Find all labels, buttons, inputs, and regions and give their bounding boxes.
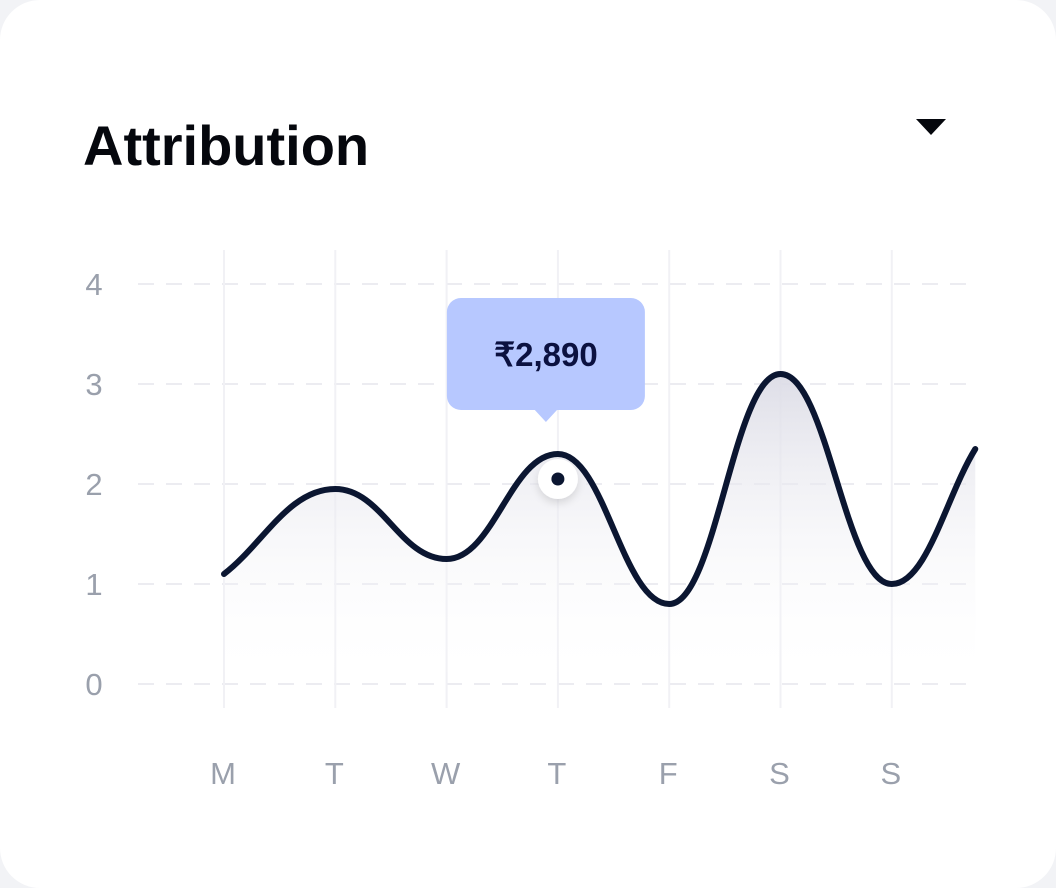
series-area [224, 374, 976, 684]
x-tick-label: T [325, 756, 344, 791]
y-axis-ticks: 0 1 2 3 4 [85, 267, 102, 702]
x-tick-label: W [431, 756, 461, 791]
y-tick-label: 4 [85, 267, 102, 302]
caret-down-icon [916, 119, 946, 135]
tooltip-bubble [446, 298, 645, 410]
dropdown-toggle[interactable] [905, 110, 957, 146]
y-tick-label: 3 [85, 367, 102, 402]
x-tick-label: S [769, 756, 790, 791]
y-tick-label: 1 [85, 567, 102, 602]
series-line-path [221, 371, 979, 607]
tooltip-pointer [533, 409, 558, 422]
y-tick-label: 2 [85, 467, 102, 502]
x-tick-label: M [210, 756, 236, 791]
x-tick-label: F [659, 756, 678, 791]
y-tick-label: 0 [85, 667, 102, 702]
area-fill [224, 374, 976, 684]
highlight-point [551, 472, 565, 486]
card-title: Attribution [83, 114, 370, 177]
x-tick-label: S [880, 756, 901, 791]
series-line [221, 371, 979, 607]
tooltip-value: ₹2,890 [494, 336, 598, 373]
tooltip: ₹2,890 [446, 298, 645, 499]
x-tick-label: T [547, 756, 566, 791]
